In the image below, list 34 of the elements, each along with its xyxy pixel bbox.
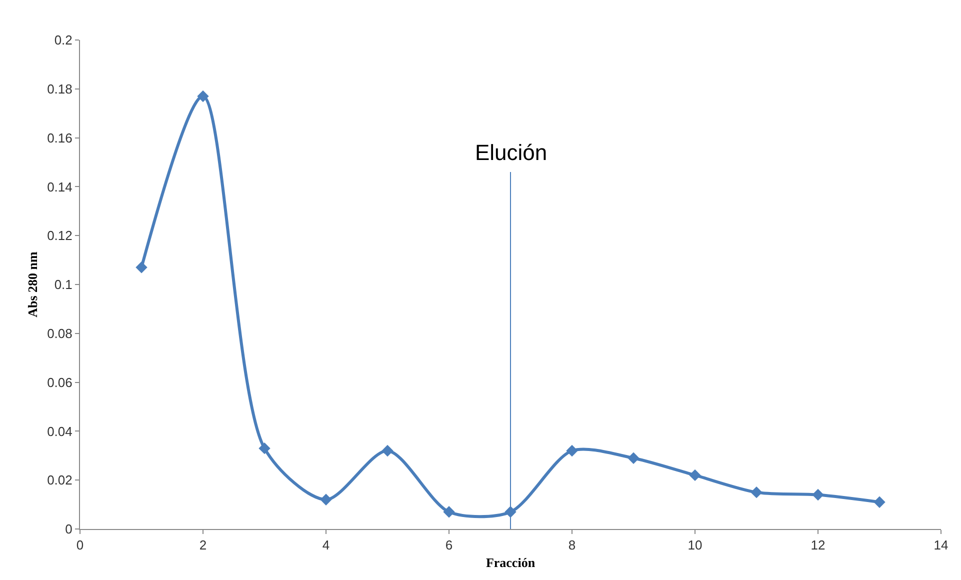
x-tick-label: 8 <box>568 538 576 553</box>
point <box>258 442 270 454</box>
point <box>320 494 332 506</box>
x-tick-label: 4 <box>322 538 330 553</box>
ref-line-label: Elución <box>475 140 548 165</box>
x-tick-label: 0 <box>76 538 84 553</box>
point <box>136 262 148 274</box>
y-tick-label: 0.2 <box>54 32 72 48</box>
y-tick-label: 0.12 <box>47 228 72 244</box>
point <box>689 469 701 482</box>
point <box>566 444 578 457</box>
y-tick-label: 0.16 <box>47 130 72 146</box>
y-tick-label: 0.06 <box>47 374 72 390</box>
point <box>197 90 209 102</box>
y-tick-label: 0 <box>65 522 72 537</box>
point <box>382 444 394 457</box>
x-axis-title: Fracción <box>486 555 536 570</box>
x-tick-label: 6 <box>445 538 453 553</box>
x-tick-label: 10 <box>688 538 702 553</box>
x-tick-label: 14 <box>934 538 948 553</box>
y-axis-title: Abs 280 nm <box>25 251 40 318</box>
point <box>628 452 640 464</box>
x-tick-label: 12 <box>810 538 826 553</box>
point <box>812 488 824 501</box>
y-tick-label: 0.1 <box>54 277 72 292</box>
y-tick-label: 0.14 <box>47 179 72 194</box>
y-tick-label: 0.08 <box>47 326 72 341</box>
y-tick-label: 0.18 <box>47 81 72 96</box>
y-tick-label: 0.02 <box>47 472 72 488</box>
y-tick-label: 0.04 <box>47 424 72 439</box>
point <box>443 506 455 518</box>
point <box>750 486 762 498</box>
x-tick-label: 2 <box>199 538 207 553</box>
point <box>874 496 886 508</box>
